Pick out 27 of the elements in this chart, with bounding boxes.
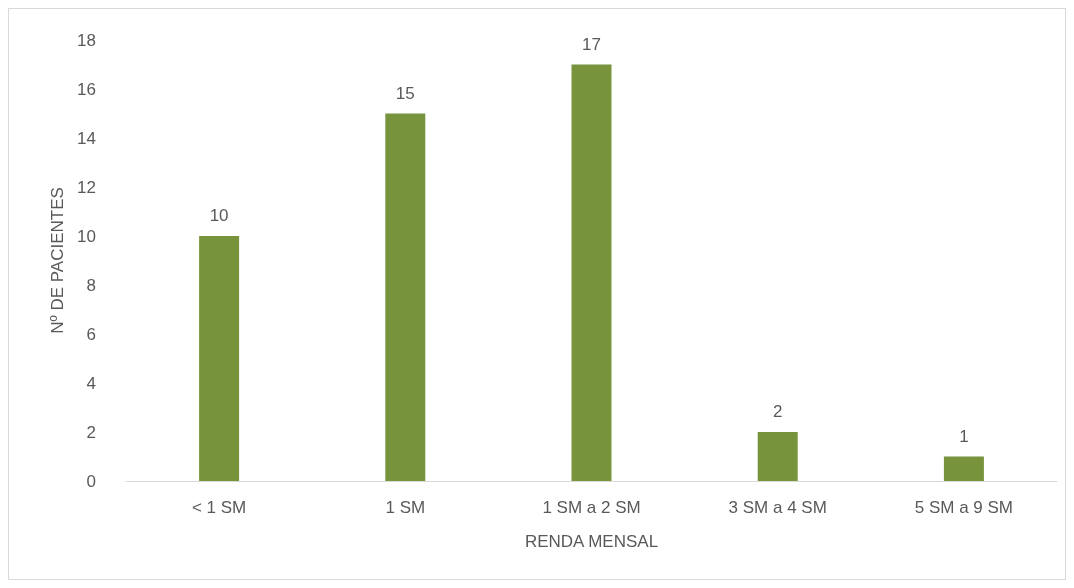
y-tick-label: 10 [77, 226, 96, 246]
bar [757, 432, 798, 481]
bar [571, 64, 612, 481]
y-tick-label: 18 [77, 30, 96, 50]
x-tick-label: 1 SM [385, 498, 426, 517]
data-label: 2 [772, 402, 783, 421]
data-label: 17 [582, 34, 601, 54]
x-axis-title: RENDA MENSAL [524, 532, 659, 551]
y-tick-label: 6 [86, 324, 96, 344]
y-tick-label: 2 [86, 422, 96, 442]
y-tick-label: 8 [86, 275, 96, 295]
data-label: 10 [209, 206, 229, 225]
x-tick-label: 1 SM a 2 SM [542, 498, 641, 517]
y-tick-label: 14 [77, 128, 96, 148]
y-tick-label: 12 [77, 177, 96, 197]
data-label: 15 [395, 83, 415, 103]
x-tick-label: < 1 SM [191, 498, 247, 517]
x-tick-label: 5 SM a 9 SM [914, 498, 1014, 517]
bar [943, 456, 984, 481]
bar [385, 113, 426, 481]
y-tick-label: 0 [86, 471, 96, 491]
bar [199, 236, 240, 481]
y-axis-title: Nº DE PACIENTES [48, 187, 68, 334]
x-tick-label: 3 SM a 4 SM [728, 498, 827, 517]
data-label: 1 [959, 426, 969, 446]
y-tick-label: 16 [77, 79, 96, 99]
y-tick-label: 4 [86, 373, 96, 393]
